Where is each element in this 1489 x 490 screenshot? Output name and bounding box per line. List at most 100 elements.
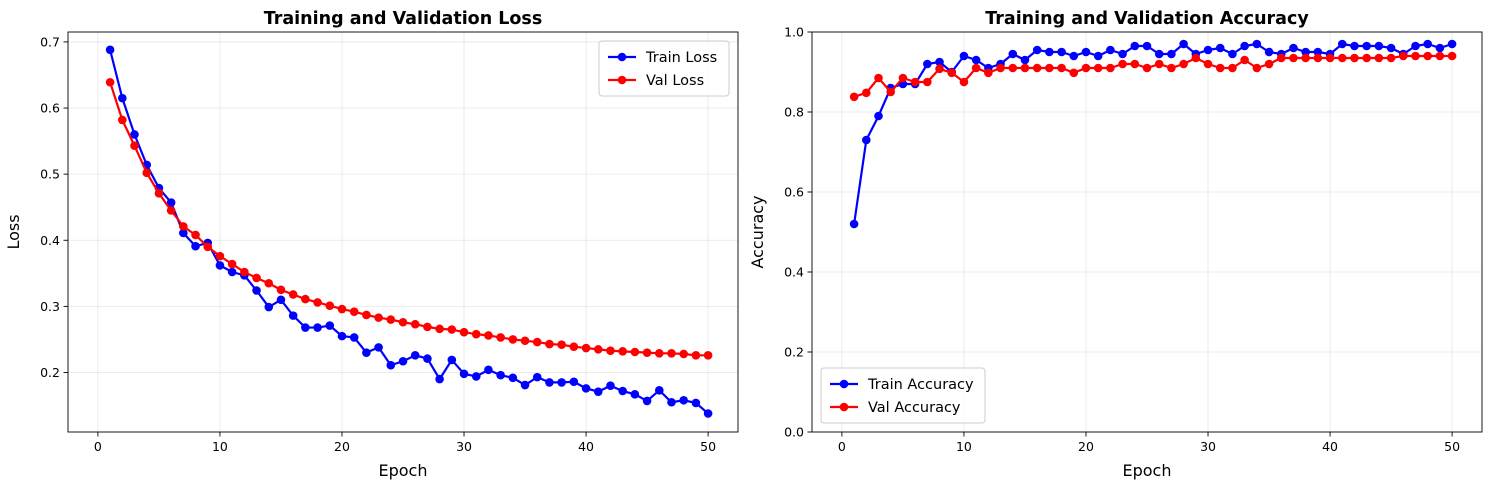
data-point [862, 88, 871, 98]
plot-frame [67, 31, 739, 433]
data-point [1045, 63, 1054, 73]
legend: Train Loss Val Loss [598, 40, 730, 97]
data-point [240, 267, 249, 277]
data-point [1130, 59, 1140, 69]
data-point [325, 321, 335, 330]
data-point [1301, 47, 1310, 57]
data-point [642, 396, 652, 406]
x-tick-label: 20 [1078, 439, 1094, 454]
accuracy-chart: 0 10 20 30 40 50 0.0 0.2 0.4 0.6 0.8 1.0 Training an… [748, 9, 1483, 480]
legend-marker [839, 402, 849, 412]
x-tick-label: 10 [956, 439, 972, 454]
data-point [581, 384, 591, 393]
data-point [252, 273, 261, 283]
data-point [398, 356, 408, 366]
data-point [1289, 53, 1298, 63]
y-tick-label: 0.7 [40, 34, 60, 49]
x-tick-label: 0 [838, 439, 846, 454]
data-point [923, 77, 932, 87]
data-point [386, 315, 396, 324]
data-point [886, 87, 896, 97]
data-point [569, 377, 579, 387]
data-point [1240, 55, 1249, 65]
data-point [179, 228, 188, 238]
legend-label: Train Accuracy [867, 377, 974, 393]
data-point [1386, 43, 1396, 53]
data-point [191, 230, 200, 240]
data-point [386, 360, 396, 370]
data-point [593, 387, 603, 396]
data-point [545, 378, 554, 387]
data-point [252, 286, 261, 295]
data-point [1411, 41, 1420, 51]
x-tick-label: 50 [700, 439, 716, 454]
data-point [1069, 68, 1079, 78]
data-point [215, 251, 225, 261]
data-point [849, 219, 859, 229]
data-point [1435, 43, 1445, 53]
y-tick-label: 0.6 [784, 185, 804, 200]
data-point [130, 141, 139, 151]
data-point [325, 301, 335, 311]
data-point [1264, 59, 1274, 69]
data-point [959, 77, 969, 87]
data-point [898, 73, 908, 83]
data-point [1118, 59, 1127, 69]
data-point [484, 331, 493, 340]
data-point [923, 59, 932, 69]
data-point [557, 378, 566, 387]
data-point [398, 317, 408, 327]
data-point [459, 369, 469, 379]
data-point [191, 241, 200, 251]
data-point [227, 267, 237, 277]
data-point [1154, 49, 1164, 59]
x-tick-label: 20 [334, 439, 350, 454]
data-point [642, 348, 652, 357]
data-point [1423, 39, 1432, 49]
data-point [362, 310, 371, 320]
data-point [410, 319, 420, 329]
legend-label: Val Loss [646, 73, 704, 89]
data-point [667, 397, 676, 407]
data-point [1069, 51, 1079, 61]
y-tick-label: 0.3 [40, 299, 60, 314]
data-point [947, 68, 957, 78]
data-point [313, 323, 322, 332]
data-point [1313, 47, 1323, 57]
data-point [166, 198, 176, 207]
chart-title: Training and Validation Accuracy [985, 9, 1309, 29]
y-axis-label: Loss [4, 214, 23, 249]
data-point [1264, 47, 1274, 57]
data-point [484, 365, 493, 375]
x-tick-label: 30 [456, 439, 472, 454]
series-val-accuracy [849, 51, 1457, 102]
data-point [423, 322, 432, 332]
data-point [118, 115, 127, 125]
y-tick-label: 0.4 [40, 233, 60, 248]
data-point [276, 295, 286, 305]
x-tick-label: 40 [578, 439, 594, 454]
y-tick-label: 0.8 [784, 105, 804, 120]
x-tick-label: 10 [212, 439, 228, 454]
data-point [154, 189, 164, 198]
data-point [849, 92, 859, 102]
data-point [1252, 63, 1262, 73]
data-point [459, 327, 469, 337]
y-axis-label: Accuracy [748, 195, 767, 268]
data-point [1447, 39, 1457, 49]
data-point [447, 325, 457, 334]
data-point [471, 372, 481, 381]
data-point [1289, 43, 1298, 53]
data-point [435, 324, 444, 334]
data-point [1350, 41, 1359, 51]
data-point [1374, 41, 1384, 51]
data-point [593, 345, 603, 354]
data-point [1240, 41, 1249, 51]
data-point [1179, 59, 1188, 69]
data-point [423, 354, 432, 363]
data-point [1362, 53, 1371, 63]
data-point [1167, 49, 1176, 59]
data-point [447, 355, 457, 365]
x-tick-label: 30 [1200, 439, 1216, 454]
